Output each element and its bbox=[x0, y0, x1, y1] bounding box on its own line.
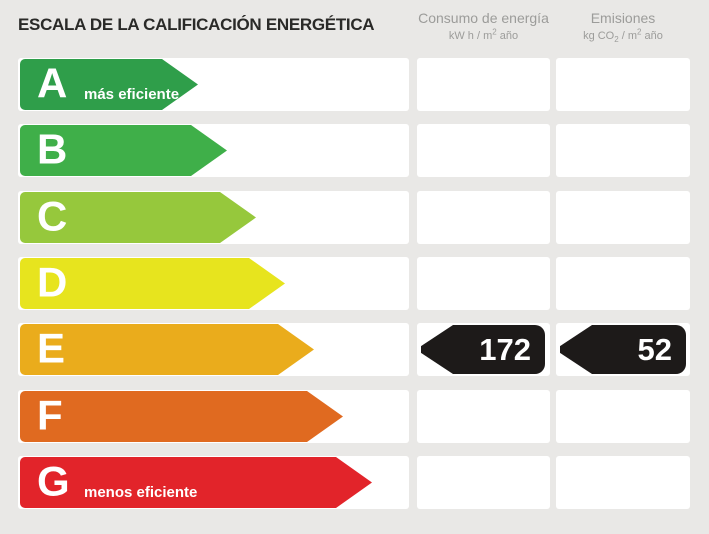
scale-track-b: B bbox=[18, 124, 409, 177]
scale-row-d: D bbox=[0, 257, 709, 310]
grade-arrow-b: B bbox=[20, 125, 227, 176]
grade-note-a: más eficiente bbox=[84, 86, 180, 103]
scale-track-c: C bbox=[18, 191, 409, 244]
scale-track-e: E bbox=[18, 323, 409, 376]
grade-arrow-a: A más eficiente bbox=[20, 59, 198, 110]
emissions-cell-g bbox=[556, 456, 690, 509]
emissions-unit: kg CO2 / m2 año bbox=[583, 27, 663, 45]
scale-row-e: E 172 52 bbox=[0, 323, 709, 376]
grade-letter-g: G bbox=[37, 457, 70, 505]
emissions-cell-f bbox=[556, 390, 690, 443]
grade-letter-b: B bbox=[37, 125, 68, 173]
grade-arrow-c: C bbox=[20, 192, 256, 243]
grade-letter-f: F bbox=[37, 391, 63, 439]
column-header-consumption: Consumo de energía kW h / m2 año bbox=[417, 10, 550, 43]
consumption-cell-g bbox=[417, 456, 550, 509]
emissions-cell-e: 52 bbox=[556, 323, 690, 376]
column-header-emissions: Emisiones kg CO2 / m2 año bbox=[556, 10, 690, 45]
scale-track-a: A más eficiente bbox=[18, 58, 409, 111]
consumption-cell-f bbox=[417, 390, 550, 443]
emissions-value: 52 bbox=[637, 331, 672, 367]
grade-letter-c: C bbox=[37, 192, 68, 240]
grade-arrow-d: D bbox=[20, 258, 285, 309]
grade-note-g: menos eficiente bbox=[84, 484, 198, 501]
consumption-cell-e: 172 bbox=[417, 323, 550, 376]
consumption-unit: kW h / m2 año bbox=[448, 27, 519, 42]
emissions-cell-d bbox=[556, 257, 690, 310]
scale-row-b: B bbox=[0, 124, 709, 177]
page-title: ESCALA DE LA CALIFICACIÓN ENERGÉTICA bbox=[18, 15, 375, 34]
grade-letter-e: E bbox=[37, 324, 66, 372]
emissions-value-arrow: 52 bbox=[560, 325, 686, 374]
scale-track-f: F bbox=[18, 390, 409, 443]
scale-track-g: G menos eficiente bbox=[18, 456, 409, 509]
consumption-cell-d bbox=[417, 257, 550, 310]
emissions-label: Emisiones bbox=[590, 10, 656, 26]
consumption-value: 172 bbox=[479, 331, 531, 367]
emissions-cell-a bbox=[556, 58, 690, 111]
grade-arrow-g: G menos eficiente bbox=[20, 457, 372, 508]
consumption-label: Consumo de energía bbox=[418, 10, 549, 26]
consumption-cell-a bbox=[417, 58, 550, 111]
grade-letter-d: D bbox=[37, 258, 68, 306]
grade-arrow-e: E bbox=[20, 324, 314, 375]
grade-arrow-f: F bbox=[20, 391, 343, 442]
scale-row-f: F bbox=[0, 390, 709, 443]
consumption-cell-c bbox=[417, 191, 550, 244]
emissions-cell-b bbox=[556, 124, 690, 177]
consumption-value-arrow: 172 bbox=[421, 325, 545, 374]
emissions-cell-c bbox=[556, 191, 690, 244]
scale-track-d: D bbox=[18, 257, 409, 310]
scale-row-c: C bbox=[0, 191, 709, 244]
consumption-cell-b bbox=[417, 124, 550, 177]
grade-letter-a: A bbox=[37, 59, 68, 107]
scale-row-a: A más eficiente bbox=[0, 58, 709, 111]
scale-row-g: G menos eficiente bbox=[0, 456, 709, 509]
